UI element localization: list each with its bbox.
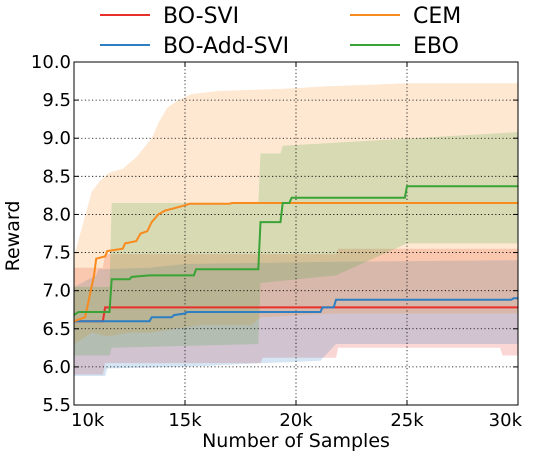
legend-label-0: BO-SVI xyxy=(163,4,239,29)
line-series-1 xyxy=(74,297,518,323)
line-series-3 xyxy=(73,185,518,316)
axis-ticks: 10k 15k 20k 25k 30k 5.5 6.0 6.5 7.0 7.5 8.0 8.5 9.0 9… xyxy=(31,52,523,431)
x-tick-label-2: 20k xyxy=(279,410,313,431)
x-axis-label: Number of Samples xyxy=(202,430,390,451)
y-tick-label-3: 7.0 xyxy=(42,281,71,302)
y-tick-label-1: 6.0 xyxy=(42,357,71,378)
legend-label-2: CEM xyxy=(413,4,461,29)
y-tick-label-4: 7.5 xyxy=(42,243,71,264)
x-tick-label-3: 25k xyxy=(390,410,424,431)
x-tick-label-1: 15k xyxy=(168,410,202,431)
y-tick-label-2: 6.5 xyxy=(42,319,71,340)
y-tick-label-5: 8.0 xyxy=(42,204,71,225)
y-axis-label: Reward xyxy=(2,201,24,272)
legend-label-3: EBO xyxy=(413,34,459,59)
legend: BO-SVI BO-Add-SVI CEM EBO xyxy=(100,4,461,59)
x-tick-label-4: 30k xyxy=(489,410,523,431)
line-series-2 xyxy=(73,202,518,323)
y-tick-label-0: 5.5 xyxy=(42,395,71,416)
y-tick-label-6: 8.5 xyxy=(42,166,71,187)
y-tick-label-7: 9.0 xyxy=(42,128,71,149)
legend-label-1: BO-Add-SVI xyxy=(163,34,289,59)
series-lines xyxy=(73,185,518,323)
x-tick-label-0: 10k xyxy=(71,410,105,431)
y-tick-label-8: 9.5 xyxy=(42,90,71,111)
y-tick-label-9: 10.0 xyxy=(31,52,71,73)
